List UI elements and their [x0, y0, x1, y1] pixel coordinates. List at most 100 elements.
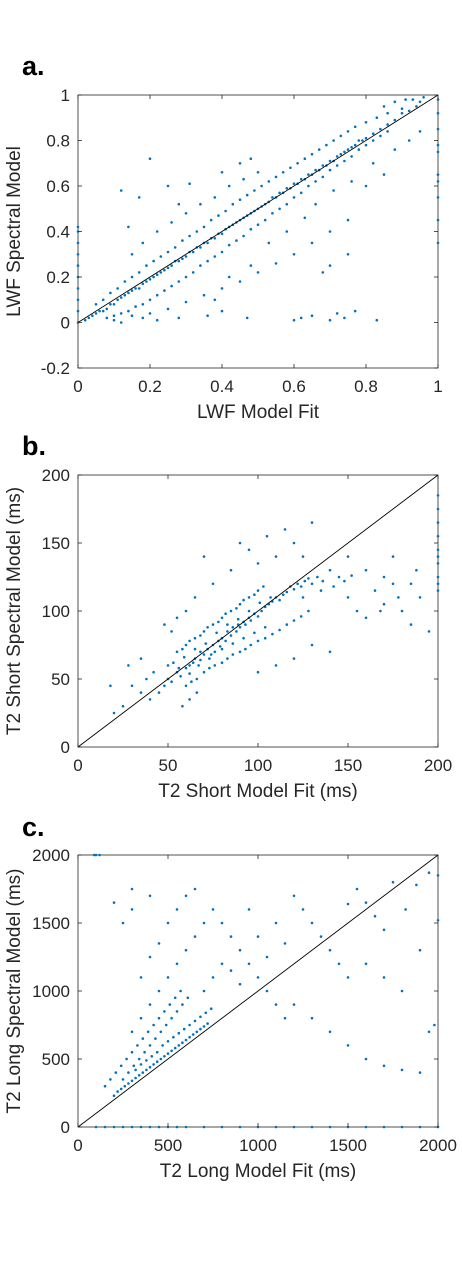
data-point — [199, 1027, 202, 1031]
data-point — [112, 1094, 116, 1097]
data-point — [184, 609, 188, 613]
y-axis-label: LWF Spectral Model — [4, 146, 25, 317]
data-point — [98, 309, 101, 313]
data-point — [101, 309, 105, 313]
data-point — [249, 264, 253, 267]
data-point — [418, 1071, 422, 1074]
data-point — [175, 1125, 179, 1129]
data-point — [418, 1125, 422, 1129]
data-point — [263, 636, 267, 640]
data-point — [407, 109, 411, 113]
data-point — [213, 664, 217, 667]
y-tick-label: 0 — [61, 1118, 70, 1137]
data-point — [350, 574, 353, 577]
data-point — [364, 616, 368, 620]
data-point — [92, 853, 96, 857]
x-tick-label: 1 — [433, 377, 442, 396]
data-point — [391, 582, 395, 586]
y-tick-label: 0.6 — [46, 177, 70, 196]
data-point — [353, 309, 357, 313]
data-point — [127, 664, 130, 667]
data-point — [391, 555, 395, 558]
data-point — [166, 976, 170, 979]
data-point — [436, 534, 440, 538]
data-point — [145, 677, 148, 681]
data-point — [199, 634, 202, 637]
data-point — [382, 602, 386, 606]
data-point — [148, 157, 152, 160]
data-point — [181, 647, 184, 651]
data-point — [418, 130, 422, 133]
data-point — [152, 670, 155, 674]
data-point — [127, 225, 130, 229]
data-point — [199, 650, 202, 654]
data-point — [188, 1023, 191, 1027]
data-point — [321, 271, 325, 274]
data-point — [193, 636, 197, 640]
data-point — [379, 134, 382, 138]
data-point — [202, 555, 206, 558]
data-point — [206, 241, 209, 245]
data-point — [170, 680, 173, 683]
data-point — [256, 589, 260, 592]
data-point — [177, 259, 181, 263]
data-point — [211, 582, 215, 586]
data-point — [310, 1125, 314, 1129]
data-point — [299, 316, 303, 320]
data-point — [202, 1125, 206, 1129]
data-point — [157, 691, 161, 694]
data-point — [314, 180, 317, 183]
data-point — [321, 579, 325, 583]
data-point — [166, 1052, 170, 1055]
data-point — [130, 908, 134, 911]
data-point — [436, 575, 440, 579]
data-point — [278, 207, 281, 211]
data-point — [283, 942, 287, 945]
data-point — [146, 1030, 150, 1034]
y-tick-label: 2000 — [32, 846, 70, 865]
data-point — [231, 642, 235, 645]
data-point — [397, 596, 400, 599]
data-point — [166, 664, 170, 667]
data-point — [238, 982, 242, 986]
y-tick-label: 100 — [42, 602, 70, 621]
data-point — [213, 196, 217, 199]
data-point — [177, 1044, 181, 1047]
data-point — [364, 184, 368, 188]
data-point — [310, 1016, 314, 1020]
data-point — [328, 650, 332, 654]
data-point — [321, 164, 325, 167]
data-point — [116, 287, 119, 290]
data-point — [400, 609, 404, 613]
data-point — [166, 250, 170, 254]
data-point — [436, 507, 440, 511]
data-point — [182, 1027, 186, 1031]
data-point — [247, 962, 251, 966]
data-point — [235, 630, 238, 633]
data-point — [292, 894, 296, 898]
data-point — [202, 630, 206, 633]
data-point — [235, 607, 238, 610]
data-point — [247, 548, 251, 552]
y-tick-label: 500 — [42, 1050, 70, 1069]
data-point — [224, 612, 227, 615]
data-point — [292, 182, 296, 185]
y-tick-label: 50 — [51, 670, 70, 689]
data-point — [109, 684, 112, 688]
data-point — [319, 589, 323, 592]
data-point — [202, 989, 206, 993]
data-point — [94, 303, 98, 306]
data-point — [400, 989, 404, 993]
data-point — [184, 894, 188, 898]
data-point — [238, 162, 242, 165]
data-point — [436, 241, 440, 245]
x-tick-label: 2000 — [419, 1136, 457, 1155]
data-point — [170, 1016, 173, 1020]
data-point — [281, 593, 285, 596]
data-point — [227, 243, 231, 247]
data-point — [184, 684, 188, 688]
data-point — [172, 661, 175, 664]
x-tick-label: 1000 — [239, 1136, 277, 1155]
data-point — [109, 291, 112, 295]
data-point — [422, 96, 425, 99]
